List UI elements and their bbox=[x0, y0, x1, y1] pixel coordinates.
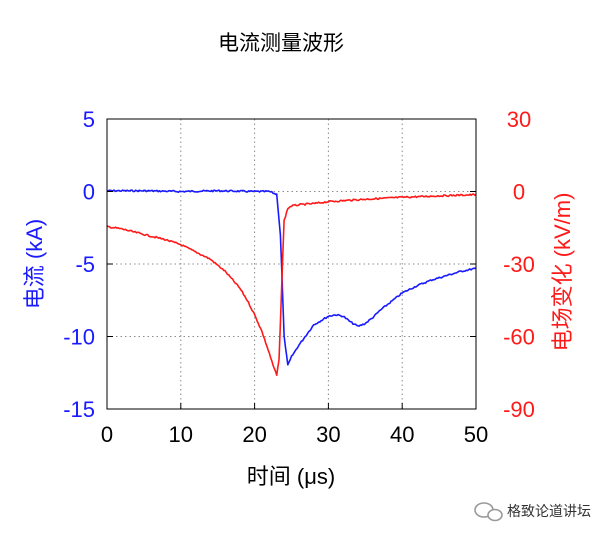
right-y-tick-label: 0 bbox=[513, 180, 525, 205]
left-y-tick-label: -10 bbox=[63, 325, 95, 350]
right-y-axis-label: 电场变化 (kV/m) bbox=[550, 193, 575, 352]
x-tick-label: 20 bbox=[242, 422, 266, 447]
field-change-series-line bbox=[106, 193, 477, 376]
series-group bbox=[106, 189, 477, 376]
tick-marks bbox=[106, 118, 477, 410]
grid-lines bbox=[107, 119, 476, 409]
x-tick-label: 50 bbox=[464, 422, 488, 447]
chart-title: 电流测量波形 bbox=[218, 32, 344, 55]
watermark: 格致论道讲坛 bbox=[474, 502, 591, 522]
left-y-tick-label: -15 bbox=[63, 397, 95, 422]
x-tick-label: 40 bbox=[390, 422, 414, 447]
left-y-axis-label: 电流 (kA) bbox=[22, 219, 47, 309]
left-y-tick-label: 5 bbox=[83, 107, 95, 132]
watermark-text: 格致论道讲坛 bbox=[507, 503, 591, 519]
x-tick-labels: 0 10 20 30 40 50 bbox=[101, 422, 488, 447]
right-y-tick-label: -90 bbox=[503, 397, 535, 422]
x-axis-label: 时间 (μs) bbox=[247, 464, 335, 489]
x-tick-label: 0 bbox=[101, 422, 113, 447]
right-y-tick-label: -30 bbox=[503, 252, 535, 277]
left-y-tick-label: 0 bbox=[83, 180, 95, 205]
wechat-icon bbox=[474, 502, 503, 522]
right-y-tick-labels: 30 0 -30 -60 -90 bbox=[503, 107, 535, 422]
x-tick-label: 30 bbox=[316, 422, 340, 447]
x-tick-label: 10 bbox=[169, 422, 193, 447]
left-y-tick-label: -5 bbox=[75, 252, 95, 277]
right-y-tick-label: -60 bbox=[503, 325, 535, 350]
current-series-line bbox=[106, 189, 477, 366]
right-y-tick-label: 30 bbox=[507, 107, 531, 132]
left-y-tick-labels: 5 0 -5 -10 -15 bbox=[63, 107, 95, 422]
